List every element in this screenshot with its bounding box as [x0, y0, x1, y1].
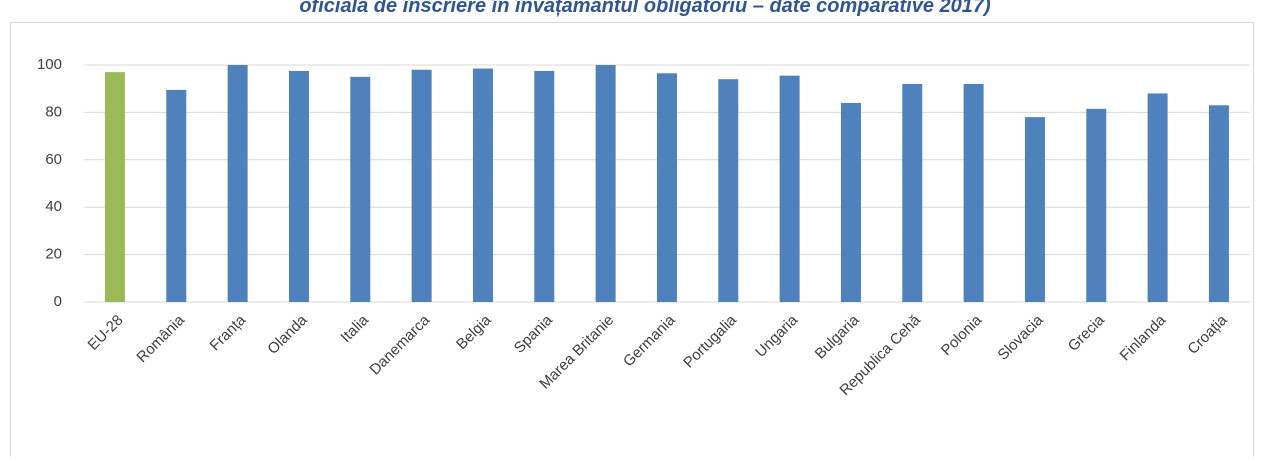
bar	[1024, 117, 1045, 302]
chart-title: oficială de înscriere în învățământul ob…	[299, 0, 991, 17]
bar	[227, 65, 248, 302]
x-tick-label: Portugalia	[680, 311, 740, 371]
y-tick-label: 60	[45, 151, 62, 168]
bar	[1147, 93, 1168, 302]
x-tick-label: Italia	[337, 311, 372, 346]
bar	[534, 70, 555, 302]
bar	[104, 72, 125, 302]
x-tick-label: Bulgaria	[812, 311, 863, 362]
x-tick-label: Belgia	[453, 311, 495, 353]
x-tick-label: Croația	[1184, 311, 1231, 358]
bar	[656, 73, 677, 302]
bar	[411, 69, 432, 303]
x-tick-label: România	[133, 311, 188, 366]
bar	[288, 70, 309, 302]
chart-frame	[10, 22, 1254, 462]
x-tick-label: Ungaria	[752, 311, 802, 361]
bar	[1086, 108, 1107, 302]
bar	[718, 79, 739, 302]
bar	[840, 102, 861, 302]
bar	[779, 75, 800, 302]
y-tick-label: 0	[54, 293, 62, 310]
bar	[350, 76, 371, 302]
y-tick-label: 20	[45, 246, 62, 263]
x-tick-label: Olanda	[264, 311, 311, 358]
x-tick-label: Franța	[207, 311, 250, 354]
x-tick-label: EU-28	[85, 312, 127, 354]
x-tick-label: Spania	[511, 311, 557, 357]
x-tick-label: Polonia	[938, 311, 986, 359]
y-tick-label: 80	[45, 103, 62, 120]
bar	[472, 68, 493, 303]
bar	[1208, 105, 1229, 302]
x-tick-label: Germania	[620, 311, 679, 370]
x-tick-label: Danemarca	[366, 311, 433, 378]
x-tick-label: Slovacia	[994, 311, 1047, 364]
bar	[166, 89, 187, 302]
bar	[595, 65, 616, 302]
y-tick-label: 100	[37, 56, 62, 73]
x-tick-label: Grecia	[1065, 311, 1109, 355]
x-tick-label: Finlanda	[1117, 311, 1170, 364]
bar	[963, 83, 984, 303]
bar	[902, 83, 923, 303]
y-tick-label: 40	[45, 198, 62, 215]
